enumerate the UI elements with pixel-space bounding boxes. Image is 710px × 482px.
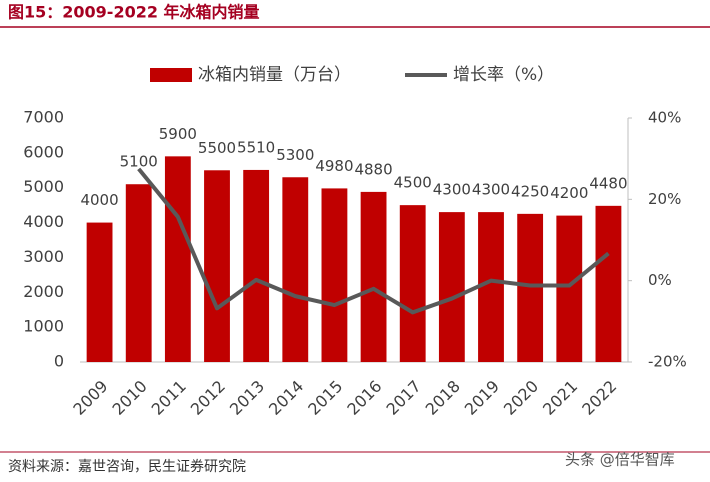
y-tick-label: 2000 [23,282,64,301]
watermark: 头条 @倍华智库 [565,451,675,469]
data-label: 4480 [589,174,627,192]
y-tick-label: 7000 [23,108,64,127]
x-tick-label: 2018 [422,377,464,419]
bar [125,184,152,362]
y2-tick-label: -20% [648,353,687,371]
data-label: 5300 [276,146,314,164]
legend-label: 冰箱内销量（万台） [198,65,351,85]
bar [204,170,230,362]
y-tick-label: 6000 [23,142,64,161]
x-tick-label: 2022 [578,377,620,419]
x-tick-label: 2011 [148,377,190,419]
chart-title: 图15：2009-2022 年冰箱内销量 [8,3,260,22]
y2-tick-label: 20% [648,190,681,208]
y-tick-label: 5000 [23,177,64,196]
x-tick-label: 2009 [69,377,111,419]
data-label: 4500 [394,174,432,192]
x-tick-label: 2017 [382,377,424,419]
x-tick-label: 2015 [304,377,346,419]
x-tick-label: 2013 [226,377,268,419]
bar [595,205,622,362]
data-label: 4300 [433,181,471,199]
data-label: 5900 [159,125,197,143]
x-tick-label: 2021 [539,377,581,419]
x-tick-label: 2012 [187,377,229,419]
bar [517,213,544,362]
x-tick-label: 2014 [265,377,307,419]
bar [438,212,465,362]
data-label: 4980 [315,157,353,175]
bar [556,215,583,362]
y-tick-label: 3000 [23,247,64,266]
bar [478,212,504,362]
y2-tick-label: 40% [648,109,681,127]
legend-label: 增长率（%） [453,65,554,85]
data-label: 4250 [511,182,549,200]
data-label: 5510 [237,138,275,156]
bar [360,191,387,362]
data-label: 4880 [354,160,392,178]
bar [282,177,309,362]
bar [399,205,426,362]
y2-tick-label: 0% [648,271,672,289]
data-label: 5500 [198,139,236,157]
bar [321,188,348,362]
x-tick-label: 2010 [108,377,150,419]
data-label: 4300 [472,181,510,199]
legend-swatch [150,68,192,82]
y-tick-label: 1000 [23,317,64,336]
growth-line [137,167,610,315]
bar [86,222,113,362]
data-label: 5100 [120,153,158,171]
y-tick-label: 4000 [23,212,64,231]
x-tick-label: 2019 [461,377,503,419]
y-tick-label: 0 [54,352,64,371]
source-note: 资料来源：嘉世咨询，民生证券研究院 [8,459,246,475]
data-label: 4000 [80,191,118,209]
bar [164,156,191,362]
x-tick-label: 2020 [500,377,542,419]
x-tick-label: 2016 [343,377,385,419]
bar [243,169,270,362]
data-label: 4200 [550,184,588,202]
